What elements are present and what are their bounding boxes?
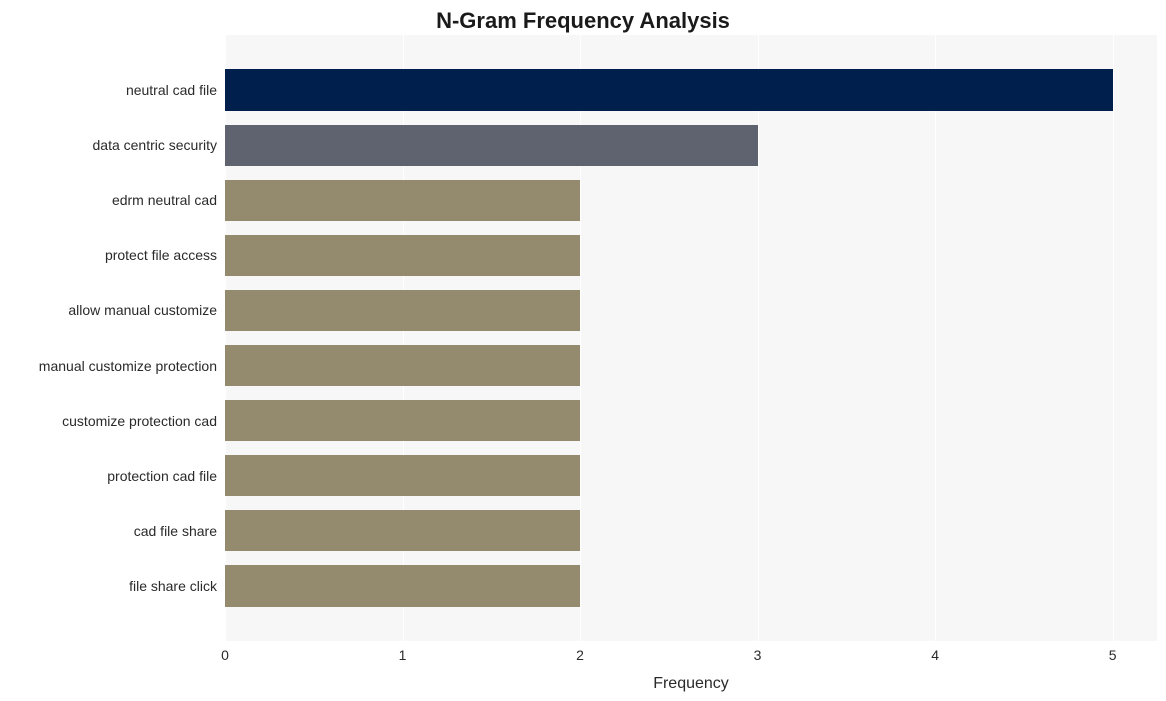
y-axis-label: customize protection cad <box>62 413 225 429</box>
plot-area: neutral cad filedata centric securityedr… <box>225 35 1157 641</box>
bar <box>225 69 1113 110</box>
chart-title: N-Gram Frequency Analysis <box>0 8 1166 34</box>
y-axis-label: manual customize protection <box>39 358 225 374</box>
y-axis-label: allow manual customize <box>68 302 225 318</box>
y-axis-label: file share click <box>129 578 225 594</box>
bar <box>225 125 758 166</box>
ngram-frequency-chart: N-Gram Frequency Analysis neutral cad fi… <box>0 0 1166 701</box>
bar <box>225 400 580 441</box>
bar <box>225 455 580 496</box>
grid-vline <box>1113 35 1114 641</box>
grid-vline <box>935 35 936 641</box>
y-axis-label: data centric security <box>93 137 226 153</box>
bar <box>225 180 580 221</box>
bar <box>225 565 580 606</box>
y-axis-label: protect file access <box>105 247 225 263</box>
bar <box>225 235 580 276</box>
bar <box>225 510 580 551</box>
y-axis-label: protection cad file <box>107 468 225 484</box>
x-axis-title: Frequency <box>225 641 1157 693</box>
grid-vline <box>758 35 759 641</box>
y-axis-label: neutral cad file <box>126 82 225 98</box>
bar <box>225 345 580 386</box>
y-axis-label: cad file share <box>134 523 225 539</box>
bar <box>225 290 580 331</box>
y-axis-label: edrm neutral cad <box>112 192 225 208</box>
